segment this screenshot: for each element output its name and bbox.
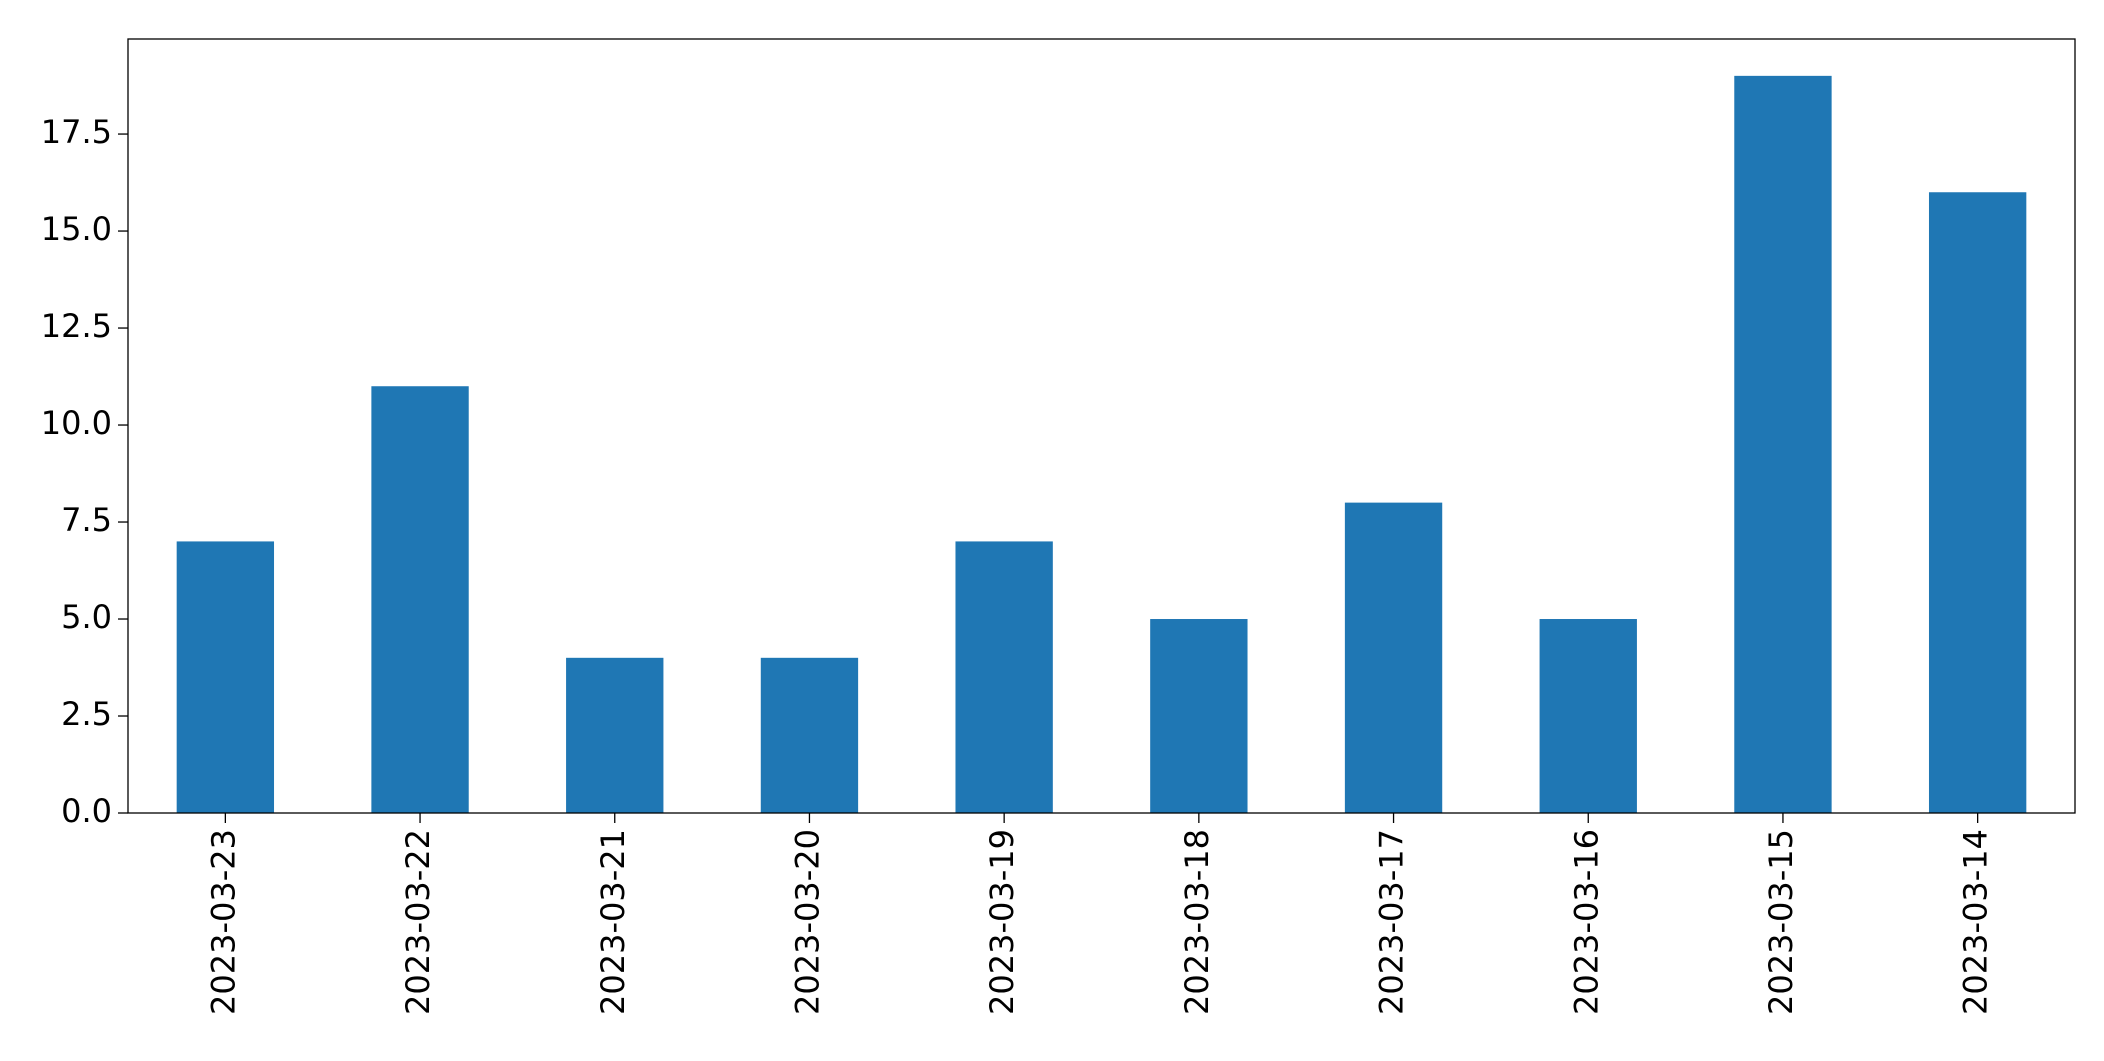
x-tick-label: 2023-03-18 (1178, 829, 1216, 1015)
bar (176, 541, 275, 813)
bar (1344, 502, 1443, 813)
bar (1539, 619, 1637, 813)
y-tick-label: 7.5 (61, 501, 112, 539)
x-tick-label: 2023-03-20 (788, 829, 826, 1015)
y-tick-label: 15.0 (41, 210, 112, 248)
bar (1150, 619, 1248, 813)
bar (566, 657, 664, 813)
x-tick-label: 2023-03-16 (1567, 829, 1605, 1015)
x-tick-label: 2023-03-17 (1373, 829, 1411, 1015)
x-tick-label: 2023-03-22 (399, 829, 437, 1015)
y-tick-label: 5.0 (61, 598, 112, 636)
bar (371, 386, 469, 813)
y-tick-label: 10.0 (41, 404, 112, 442)
bar (1734, 75, 1832, 814)
bar (1928, 192, 2027, 814)
bar (955, 541, 1053, 813)
y-tick-label: 12.5 (41, 307, 112, 345)
y-tick-label: 0.0 (61, 792, 112, 830)
x-tick-label: 2023-03-14 (1957, 829, 1995, 1015)
bar (760, 657, 859, 813)
x-tick-label: 2023-03-19 (983, 829, 1021, 1015)
y-tick-label: 2.5 (61, 695, 112, 733)
x-tick-label: 2023-03-21 (594, 829, 632, 1015)
y-tick-label: 17.5 (41, 113, 112, 151)
x-tick-label: 2023-03-23 (204, 829, 242, 1015)
x-tick-label: 2023-03-15 (1762, 829, 1800, 1015)
plot-frame (127, 38, 2076, 814)
